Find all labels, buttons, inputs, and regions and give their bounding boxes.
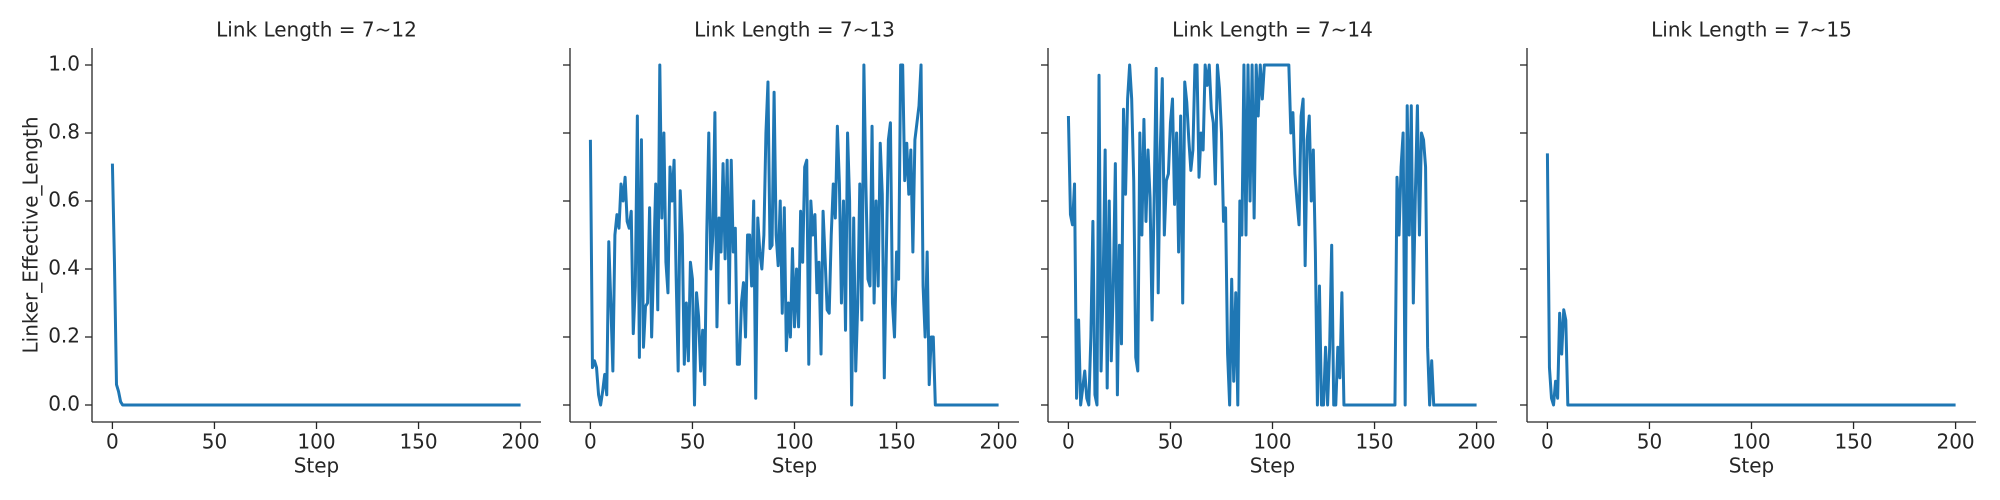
x-tick-label: 0 [106,430,119,454]
y-tick-label: 0.2 [48,324,80,348]
data-line [110,163,521,407]
x-tick-label: 100 [1732,430,1770,454]
x-tick-label: 50 [202,430,227,454]
x-tick-label: 50 [1637,430,1662,454]
x-tick-label: 200 [1457,430,1495,454]
y-tick-label: 0.4 [48,256,80,280]
panel-title: Link Length = 7~14 [1172,18,1373,42]
x-tick-label: 150 [1834,430,1872,454]
data-line [588,63,999,407]
x-tick-label: 0 [584,430,597,454]
panel-title: Link Length = 7~15 [1651,18,1852,42]
x-tick-label: 200 [501,430,539,454]
y-tick-label: 1.0 [48,52,80,76]
x-tick-label: 50 [680,430,705,454]
y-tick-label: 0.0 [48,392,80,416]
x-tick-label: 100 [297,430,335,454]
panel-title: Link Length = 7~12 [216,18,417,42]
x-tick-label: 200 [979,430,1017,454]
x-tick-label: 50 [1158,430,1183,454]
panel-title: Link Length = 7~13 [694,18,895,42]
x-tick-label: 0 [1062,430,1075,454]
x-tick-label: 100 [775,430,813,454]
x-tick-label: 0 [1541,430,1554,454]
x-tick-label: 150 [877,430,915,454]
x-tick-label: 150 [399,430,437,454]
x-axis-label: Step [1250,454,1296,478]
y-tick-label: 0.8 [48,120,80,144]
x-tick-label: 150 [1355,430,1393,454]
x-axis-label: Step [1729,454,1775,478]
y-axis-label: Linker_Effective_Length [19,116,43,353]
x-axis-label: Step [772,454,818,478]
x-axis-label: Step [294,454,340,478]
data-line [1066,63,1477,407]
data-line [1545,153,1956,407]
x-tick-label: 200 [1936,430,1974,454]
y-tick-label: 0.6 [48,188,80,212]
x-tick-label: 100 [1253,430,1291,454]
